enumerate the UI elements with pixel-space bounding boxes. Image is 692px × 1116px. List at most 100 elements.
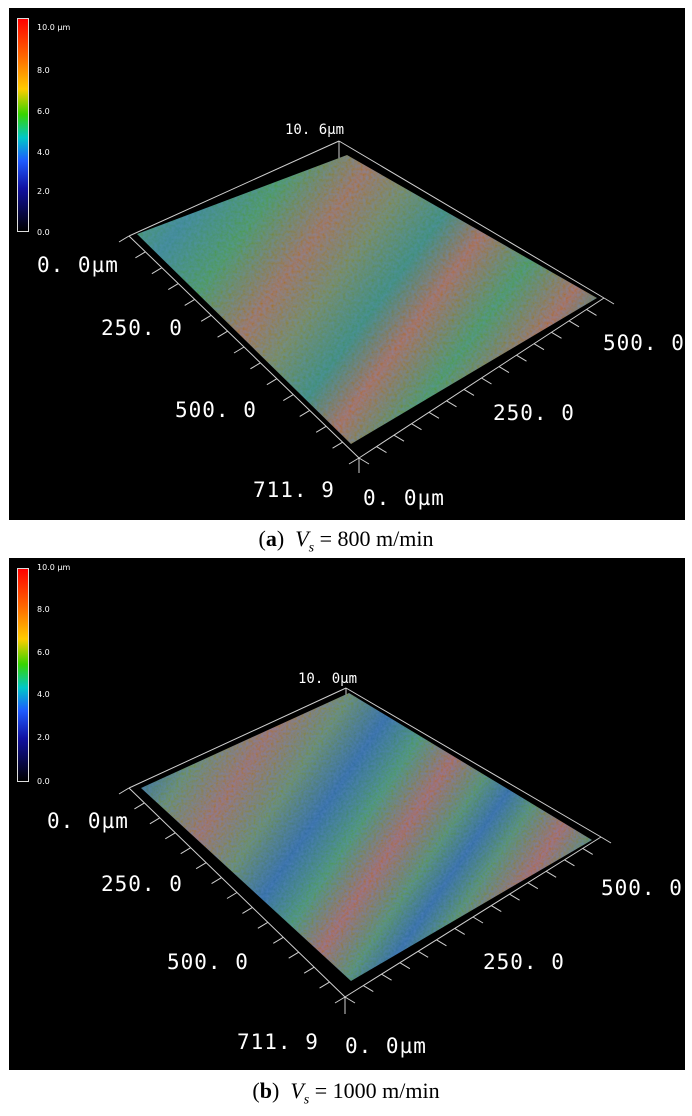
axis-tick (491, 905, 502, 913)
axis-tick (348, 457, 360, 465)
axis-tick (118, 235, 130, 243)
surface-plot-b: 10.0 µm 8.0 6.0 4.0 2.0 0.0 (9, 558, 685, 1070)
height-color-scale (17, 568, 29, 782)
y-axis-500-label: 500. 0 (175, 398, 257, 422)
axis-tick (168, 283, 179, 291)
scale-tick-2: 2.0 (37, 733, 50, 742)
axis-tick (242, 906, 253, 914)
axis-tick (217, 330, 228, 338)
y-axis-500-label: 500. 0 (167, 950, 249, 974)
x-axis-500-label: 500. 0 (603, 331, 685, 355)
caption-a: (a) Vs = 800 m/min (0, 526, 692, 556)
axis-tick (211, 877, 222, 885)
axis-tick (498, 366, 510, 374)
caption-open-paren: ( (252, 1078, 260, 1103)
scale-tick-10: 10.0 µm (37, 23, 71, 32)
axis-tick (463, 388, 475, 396)
axis-tick (226, 892, 238, 899)
axis-tick (600, 836, 612, 844)
axis-tick (393, 434, 405, 442)
axis-tick (299, 409, 310, 417)
caption-open-paren: ( (258, 526, 266, 551)
axis-tick (303, 966, 315, 974)
axis-tick (509, 893, 520, 901)
axis-tick (266, 378, 278, 386)
axis-tick (586, 308, 597, 316)
caption-close-paren: ) (271, 1078, 280, 1103)
surface-3d-view (118, 140, 615, 473)
axis-tick (180, 847, 191, 855)
scale-tick-0: 0.0 (37, 228, 50, 237)
axis-tick (545, 870, 557, 878)
axis-tick (551, 331, 562, 339)
y-axis-250-label: 250. 0 (101, 316, 183, 340)
surface-topography (141, 693, 592, 981)
scale-tick-0: 0.0 (37, 777, 50, 786)
scale-tick-2: 2.0 (37, 187, 50, 196)
scale-tick-4: 4.0 (37, 148, 50, 157)
axis-tick (288, 951, 299, 959)
axis-tick (582, 847, 593, 855)
caption-subscript: s (303, 1092, 310, 1108)
y-axis-250-label: 250. 0 (101, 872, 183, 896)
axis-tick (603, 297, 615, 305)
axis-tick (516, 354, 527, 362)
x-axis-250-label: 250. 0 (483, 950, 565, 974)
scale-tick-8: 8.0 (37, 66, 50, 75)
axis-tick (315, 425, 327, 433)
axis-tick (472, 916, 484, 924)
axis-tick (411, 423, 422, 431)
axis-ticks-y (118, 787, 346, 1004)
axis-tick (151, 267, 163, 275)
axis-tick (428, 411, 440, 419)
axis-tick (344, 996, 356, 1004)
height-color-scale (17, 18, 29, 232)
scale-tick-8: 8.0 (37, 605, 50, 614)
scale-tick-6: 6.0 (37, 107, 50, 116)
caption-b: (b) Vs = 1000 m/min (0, 1078, 692, 1108)
x-axis-250-label: 250. 0 (493, 401, 575, 425)
scale-tick-10: 10.0 µm (37, 563, 71, 572)
axis-tick (184, 298, 195, 306)
axis-tick (233, 346, 245, 354)
axis-tick (527, 882, 539, 890)
axis-tick (446, 400, 457, 408)
axis-tick (257, 921, 269, 929)
axis-tick (363, 985, 374, 993)
caption-close-paren: ) (276, 526, 285, 551)
axis-tick (134, 802, 145, 810)
y-axis-start-label: 0. 0µm (47, 809, 129, 833)
axis-tick (118, 787, 130, 795)
caption-letter: a (265, 526, 277, 551)
surface-3d-view (118, 687, 612, 1014)
axis-tick (319, 981, 330, 989)
axis-tick (195, 862, 207, 870)
axis-tick (417, 950, 429, 958)
axis-tick (165, 832, 176, 840)
axis-tick (283, 394, 294, 402)
axis-tick (381, 973, 392, 981)
y-axis-end-label: 711. 9 (253, 478, 335, 502)
x-axis-start-label: 0. 0µm (363, 486, 445, 510)
axis-tick (332, 441, 343, 449)
axis-tick (149, 817, 161, 825)
axis-tick (376, 446, 387, 454)
axis-tick (454, 927, 465, 935)
axis-tick (436, 939, 447, 947)
axis-tick (334, 996, 346, 1004)
scale-tick-4: 4.0 (37, 690, 50, 699)
y-axis-start-label: 0. 0µm (37, 253, 119, 277)
x-axis-start-label: 0. 0µm (345, 1034, 427, 1058)
axis-tick (200, 314, 212, 322)
axis-tick (481, 377, 492, 385)
z-max-label: 10. 6µm (285, 122, 345, 138)
axis-tick (399, 962, 411, 970)
axis-tick (358, 457, 370, 465)
caption-speed: = 800 m/min (314, 526, 434, 551)
axis-tick (564, 859, 575, 867)
axis-tick (568, 320, 580, 328)
caption-variable: V (295, 526, 309, 551)
axis-tick (273, 936, 284, 944)
caption-speed: = 1000 m/min (309, 1078, 440, 1103)
axis-tick (250, 362, 261, 370)
